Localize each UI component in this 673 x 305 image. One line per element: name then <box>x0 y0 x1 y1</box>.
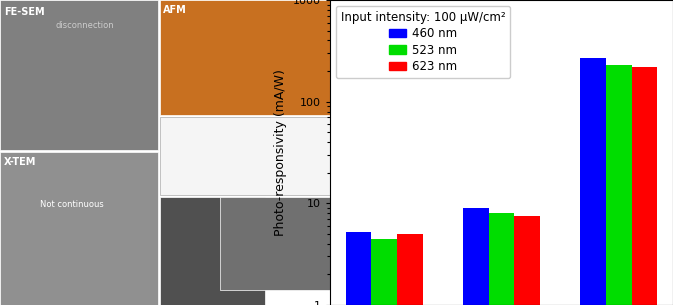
Bar <box>489 213 514 305</box>
Text: AFM: AFM <box>163 5 186 15</box>
Text: FE-SEM: FE-SEM <box>4 7 44 17</box>
Text: X-TEM: X-TEM <box>4 157 36 167</box>
Bar <box>160 0 330 115</box>
Text: disconnection: disconnection <box>55 21 114 30</box>
Legend: 460 nm, 523 nm, 623 nm: 460 nm, 523 nm, 623 nm <box>336 6 510 78</box>
Bar <box>346 232 371 305</box>
Bar <box>220 197 330 290</box>
Bar <box>632 67 658 305</box>
Bar <box>397 234 423 305</box>
Bar <box>606 65 632 305</box>
Bar <box>514 216 540 305</box>
Bar <box>160 197 265 305</box>
Bar <box>0 152 158 305</box>
Text: Not continuous: Not continuous <box>40 200 104 209</box>
Bar <box>160 117 330 195</box>
Bar <box>463 208 489 305</box>
Y-axis label: Photo-responsivity (mA/W): Photo-responsivity (mA/W) <box>275 69 287 236</box>
Bar <box>371 239 397 305</box>
Bar <box>580 58 606 305</box>
Bar <box>0 0 158 150</box>
